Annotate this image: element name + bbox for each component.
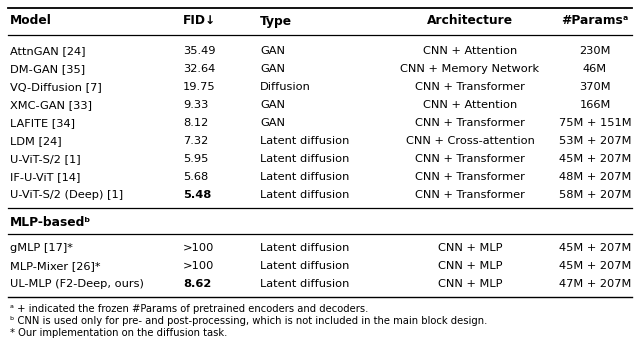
Text: LAFITE [34]: LAFITE [34] — [10, 118, 75, 128]
Text: VQ-Diffusion [7]: VQ-Diffusion [7] — [10, 82, 102, 92]
Text: 8.12: 8.12 — [183, 118, 208, 128]
Text: 45M + 207M: 45M + 207M — [559, 154, 631, 164]
Text: MLP-basedᵇ: MLP-basedᵇ — [10, 216, 92, 228]
Text: CNN + Transformer: CNN + Transformer — [415, 172, 525, 182]
Text: CNN + Cross-attention: CNN + Cross-attention — [406, 136, 534, 146]
Text: Latent diffusion: Latent diffusion — [260, 243, 349, 253]
Text: 370M: 370M — [579, 82, 611, 92]
Text: CNN + MLP: CNN + MLP — [438, 243, 502, 253]
Text: Architecture: Architecture — [427, 15, 513, 27]
Text: 9.33: 9.33 — [183, 100, 209, 110]
Text: GAN: GAN — [260, 64, 285, 74]
Text: 45M + 207M: 45M + 207M — [559, 261, 631, 271]
Text: >100: >100 — [183, 261, 214, 271]
Text: 35.49: 35.49 — [183, 46, 216, 56]
Text: Type: Type — [260, 15, 292, 27]
Text: UL-MLP (F2-Deep, ours): UL-MLP (F2-Deep, ours) — [10, 279, 144, 289]
Text: GAN: GAN — [260, 100, 285, 110]
Text: IF-U-ViT [14]: IF-U-ViT [14] — [10, 172, 81, 182]
Text: GAN: GAN — [260, 46, 285, 56]
Text: 7.32: 7.32 — [183, 136, 208, 146]
Text: 19.75: 19.75 — [183, 82, 216, 92]
Text: GAN: GAN — [260, 118, 285, 128]
Text: ᵃ + indicated the frozen #Params of pretrained encoders and decoders.: ᵃ + indicated the frozen #Params of pret… — [10, 304, 369, 314]
Text: FID↓: FID↓ — [183, 15, 216, 27]
Text: * Our implementation on the diffusion task.: * Our implementation on the diffusion ta… — [10, 328, 227, 338]
Text: 47M + 207M: 47M + 207M — [559, 279, 631, 289]
Text: 5.48: 5.48 — [183, 190, 211, 200]
Text: Diffusion: Diffusion — [260, 82, 311, 92]
Text: CNN + Transformer: CNN + Transformer — [415, 154, 525, 164]
Text: Latent diffusion: Latent diffusion — [260, 261, 349, 271]
Text: >100: >100 — [183, 243, 214, 253]
Text: #Paramsᵃ: #Paramsᵃ — [561, 15, 628, 27]
Text: 46M: 46M — [583, 64, 607, 74]
Text: CNN + Transformer: CNN + Transformer — [415, 82, 525, 92]
Text: DM-GAN [35]: DM-GAN [35] — [10, 64, 85, 74]
Text: Latent diffusion: Latent diffusion — [260, 136, 349, 146]
Text: Latent diffusion: Latent diffusion — [260, 172, 349, 182]
Text: 166M: 166M — [579, 100, 611, 110]
Text: CNN + Attention: CNN + Attention — [423, 100, 517, 110]
Text: CNN + Memory Network: CNN + Memory Network — [401, 64, 540, 74]
Text: 45M + 207M: 45M + 207M — [559, 243, 631, 253]
Text: 32.64: 32.64 — [183, 64, 215, 74]
Text: 75M + 151M: 75M + 151M — [559, 118, 631, 128]
Text: CNN + MLP: CNN + MLP — [438, 261, 502, 271]
Text: Model: Model — [10, 15, 52, 27]
Text: 230M: 230M — [579, 46, 611, 56]
Text: U-ViT-S/2 [1]: U-ViT-S/2 [1] — [10, 154, 81, 164]
Text: Latent diffusion: Latent diffusion — [260, 154, 349, 164]
Text: 58M + 207M: 58M + 207M — [559, 190, 631, 200]
Text: MLP-Mixer [26]*: MLP-Mixer [26]* — [10, 261, 100, 271]
Text: AttnGAN [24]: AttnGAN [24] — [10, 46, 86, 56]
Text: 5.95: 5.95 — [183, 154, 209, 164]
Text: XMC-GAN [33]: XMC-GAN [33] — [10, 100, 92, 110]
Text: CNN + Transformer: CNN + Transformer — [415, 190, 525, 200]
Text: U-ViT-S/2 (Deep) [1]: U-ViT-S/2 (Deep) [1] — [10, 190, 123, 200]
Text: Latent diffusion: Latent diffusion — [260, 279, 349, 289]
Text: CNN + Transformer: CNN + Transformer — [415, 118, 525, 128]
Text: CNN + Attention: CNN + Attention — [423, 46, 517, 56]
Text: 48M + 207M: 48M + 207M — [559, 172, 631, 182]
Text: 5.68: 5.68 — [183, 172, 208, 182]
Text: gMLP [17]*: gMLP [17]* — [10, 243, 73, 253]
Text: 8.62: 8.62 — [183, 279, 211, 289]
Text: 53M + 207M: 53M + 207M — [559, 136, 631, 146]
Text: CNN + MLP: CNN + MLP — [438, 279, 502, 289]
Text: ᵇ CNN is used only for pre- and post-processing, which is not included in the ma: ᵇ CNN is used only for pre- and post-pro… — [10, 316, 488, 326]
Text: LDM [24]: LDM [24] — [10, 136, 61, 146]
Text: Latent diffusion: Latent diffusion — [260, 190, 349, 200]
